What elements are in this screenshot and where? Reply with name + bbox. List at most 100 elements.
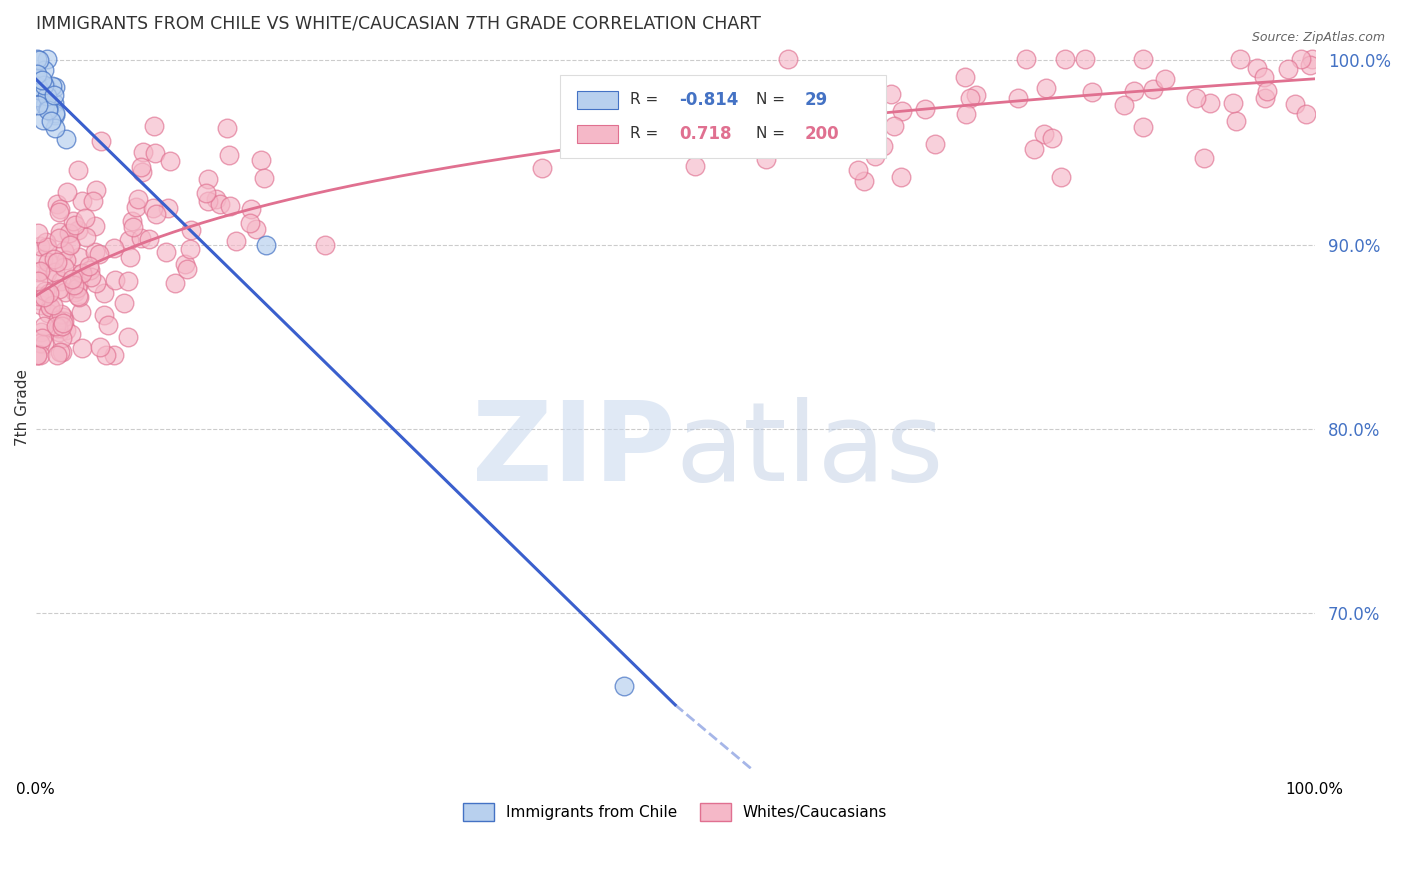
Point: [761, 120, 783, 135]
Point: [530, 161, 553, 176]
Point: [32, 78, 55, 93]
Point: [159, 154, 181, 169]
Point: [67, 289, 90, 303]
Point: [80, 270, 103, 285]
Point: [1225, 113, 1247, 128]
Point: [821, 99, 844, 113]
Point: [27, 78, 49, 93]
Point: [66, 278, 89, 293]
Point: [1022, 142, 1045, 156]
Point: [27, 226, 49, 240]
Point: [32, 318, 55, 333]
Point: [1007, 91, 1029, 105]
Point: [253, 170, 276, 185]
Point: [1112, 98, 1135, 112]
Point: [1132, 120, 1154, 135]
Point: [46, 348, 69, 362]
Point: [686, 95, 709, 109]
Point: [49, 344, 72, 359]
Point: [112, 296, 135, 310]
Point: [27, 72, 49, 87]
Point: [35, 52, 58, 66]
Point: [863, 148, 886, 162]
Point: [163, 276, 186, 290]
Point: [44, 105, 66, 120]
Point: [60, 272, 83, 286]
Point: [44, 120, 66, 135]
Point: [84, 276, 107, 290]
Point: [179, 243, 201, 257]
Text: ZIP: ZIP: [472, 398, 675, 504]
Point: [706, 134, 728, 148]
Point: [218, 147, 240, 161]
Point: [44, 108, 66, 122]
Point: [66, 162, 89, 177]
Point: [811, 88, 834, 103]
Point: [49, 307, 72, 321]
Point: [32, 63, 55, 78]
Point: [48, 325, 70, 339]
Point: [138, 232, 160, 246]
Point: [31, 72, 53, 87]
Point: [758, 133, 780, 147]
Point: [1040, 130, 1063, 145]
Point: [890, 169, 912, 184]
Point: [84, 219, 107, 234]
Point: [254, 237, 277, 252]
Point: [122, 219, 145, 234]
Point: [44, 265, 66, 279]
Point: [157, 201, 180, 215]
Point: [117, 273, 139, 287]
Point: [1035, 81, 1057, 95]
Point: [35, 235, 58, 249]
Point: [28, 263, 51, 277]
Point: [250, 153, 273, 167]
Point: [48, 231, 70, 245]
Point: [34, 98, 56, 112]
Point: [30, 239, 52, 253]
Point: [678, 95, 700, 109]
Point: [180, 223, 202, 237]
Point: [46, 312, 69, 326]
Point: [194, 186, 217, 200]
Text: IMMIGRANTS FROM CHILE VS WHITE/CAUCASIAN 7TH GRADE CORRELATION CHART: IMMIGRANTS FROM CHILE VS WHITE/CAUCASIAN…: [35, 15, 761, 33]
Text: 29: 29: [804, 91, 828, 109]
Point: [890, 104, 912, 119]
Point: [48, 205, 70, 219]
Point: [35, 240, 58, 254]
Point: [1198, 96, 1220, 111]
Point: [75, 211, 97, 225]
Point: [38, 286, 60, 301]
Point: [37, 101, 59, 115]
Point: [1015, 52, 1038, 66]
Point: [1184, 91, 1206, 105]
Point: [755, 152, 778, 166]
Point: [53, 260, 76, 274]
Point: [1277, 62, 1299, 76]
Point: [127, 192, 149, 206]
Point: [51, 310, 73, 324]
Point: [62, 278, 84, 293]
Text: Source: ZipAtlas.com: Source: ZipAtlas.com: [1251, 31, 1385, 45]
Point: [44, 79, 66, 94]
Point: [1284, 97, 1306, 112]
Point: [84, 244, 107, 259]
Point: [129, 161, 152, 175]
Point: [53, 285, 76, 299]
Point: [32, 113, 55, 128]
Point: [93, 308, 115, 322]
Point: [31, 252, 53, 267]
Point: [87, 247, 110, 261]
Point: [1246, 62, 1268, 76]
Point: [810, 118, 832, 132]
Point: [51, 319, 73, 334]
Point: [39, 300, 62, 314]
Point: [69, 305, 91, 319]
Point: [953, 70, 976, 84]
Point: [45, 197, 67, 211]
Point: [70, 341, 93, 355]
Point: [1256, 84, 1278, 98]
Point: [125, 200, 148, 214]
Point: [46, 254, 69, 268]
FancyBboxPatch shape: [576, 125, 617, 144]
